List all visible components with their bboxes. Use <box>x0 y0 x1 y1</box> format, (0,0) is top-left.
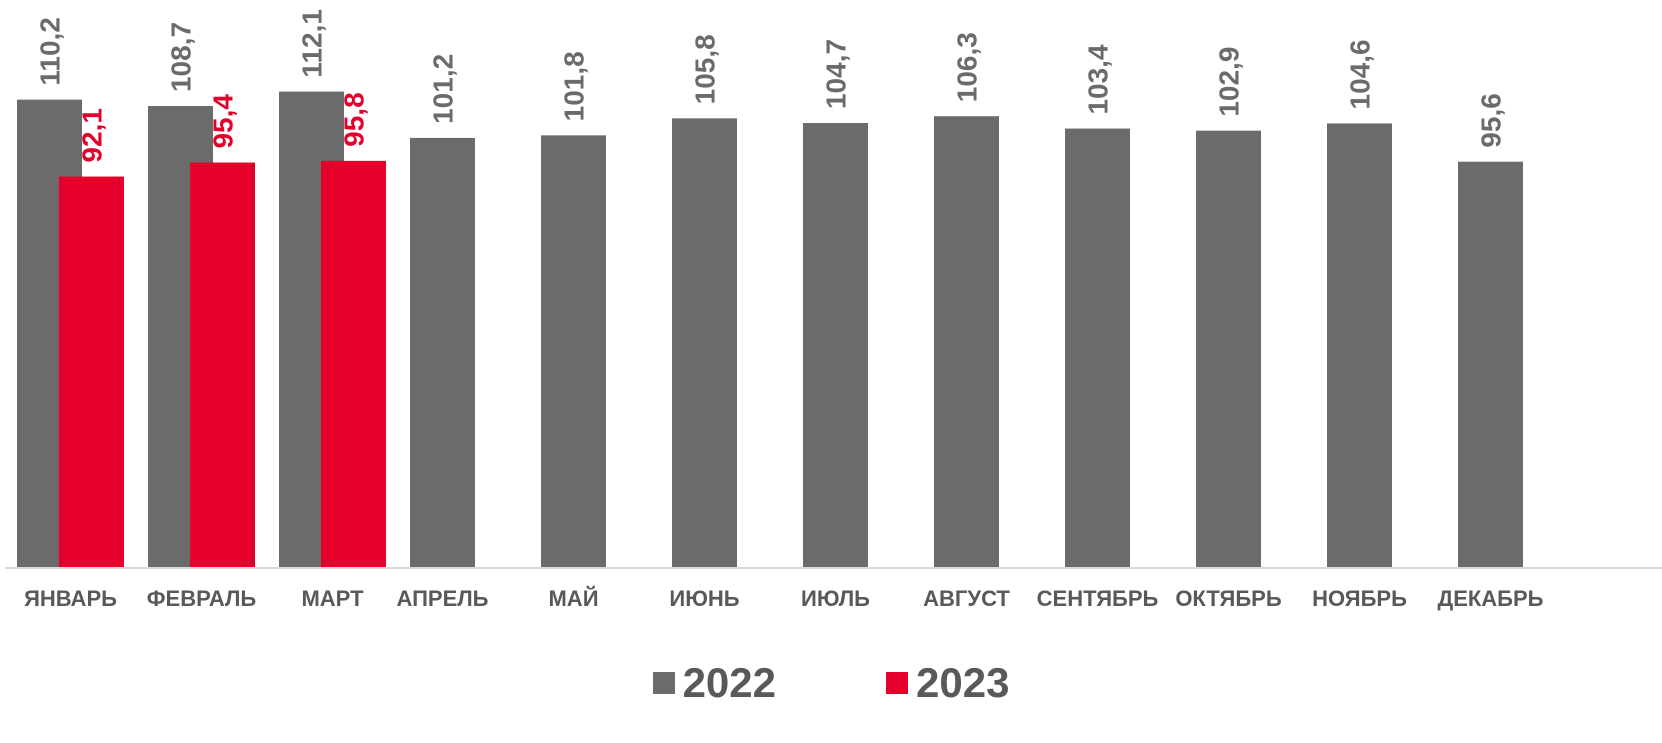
category-label-month-10: ОКТЯБРЬ <box>1175 586 1282 611</box>
category-label-month-2: ФЕВРАЛЬ <box>147 586 257 611</box>
data-label-2022-month-11: 104,6 <box>1345 39 1376 109</box>
data-label-2022-month-7: 104,7 <box>821 39 852 109</box>
category-label-month-8: АВГУСТ <box>923 586 1010 611</box>
data-label-2022-month-6: 105,8 <box>690 34 721 104</box>
data-label-2022-month-1: 110,2 <box>35 17 66 86</box>
category-label-month-9: СЕНТЯБРЬ <box>1037 586 1159 611</box>
bar-2022-month-8 <box>934 116 999 568</box>
bar-2022-month-11 <box>1327 123 1392 568</box>
data-label-2023-month-3: 95,8 <box>339 92 370 147</box>
data-label-2022-month-12: 95,6 <box>1476 93 1507 148</box>
legend-label-2023: 2023 <box>916 659 1010 706</box>
legend-swatch-2022 <box>652 672 675 694</box>
bar-2022-month-5 <box>541 135 606 568</box>
category-label-month-7: ИЮЛЬ <box>801 586 870 611</box>
category-label-month-3: МАРТ <box>301 586 364 611</box>
data-label-2022-month-9: 103,4 <box>1083 44 1114 114</box>
data-label-2023-month-2: 95,4 <box>208 94 239 149</box>
category-label-month-6: ИЮНЬ <box>669 586 739 611</box>
category-label-month-12: ДЕКАБРЬ <box>1438 586 1544 611</box>
bar-chart: 110,2 92,1 ЯНВАРЬ 108,7 95,4 ФЕВРАЛЬ 112,1 95,8… <box>5 9 1662 611</box>
legend-label-2022: 2022 <box>682 659 776 706</box>
bar-2022-month-6 <box>672 118 737 568</box>
bar-2022-month-12 <box>1458 161 1523 568</box>
bar-2022-month-10 <box>1196 130 1261 569</box>
category-label-month-5: МАЙ <box>548 586 598 611</box>
data-label-2022-month-8: 106,3 <box>952 32 983 102</box>
data-label-2022-month-4: 101,2 <box>428 54 459 124</box>
chart-legend: 2022 2023 <box>0 662 1662 704</box>
category-label-month-4: АПРЕЛЬ <box>396 586 488 611</box>
bar-2023-month-2 <box>190 162 255 569</box>
data-label-2022-month-5: 101,8 <box>559 51 590 121</box>
legend-swatch-2023 <box>886 672 908 694</box>
bar-2022-month-9 <box>1065 128 1130 569</box>
legend-item-2022: 2022 <box>652 659 776 706</box>
bar-2022-month-7 <box>803 123 868 569</box>
data-label-2022-month-10: 102,9 <box>1214 47 1245 117</box>
category-label-month-1: ЯНВАРЬ <box>24 586 117 611</box>
category-label-month-11: НОЯБРЬ <box>1312 586 1407 611</box>
bar-2023-month-1 <box>59 176 124 568</box>
data-label-2022-month-2: 108,7 <box>166 22 197 92</box>
data-label-2023-month-1: 92,1 <box>77 108 108 163</box>
legend-item-2023: 2023 <box>886 662 1009 704</box>
bar-2022-month-4 <box>410 137 475 568</box>
data-label-2022-month-3: 112,1 <box>297 9 328 78</box>
bar-2023-month-3 <box>321 160 386 568</box>
